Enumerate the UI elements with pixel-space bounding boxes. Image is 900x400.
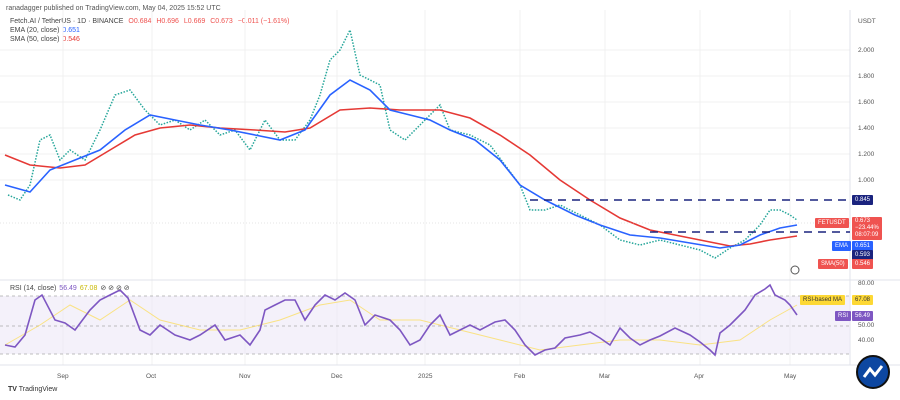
- time-tick: May: [784, 373, 797, 380]
- price-tick: 1.400: [858, 125, 875, 132]
- symbol-tag: FETUSDT: [815, 218, 849, 228]
- ema-line: [4, 79, 798, 249]
- time-tick: Feb: [514, 373, 526, 380]
- ema-legend: EMA (20, close) 0.651: [10, 27, 80, 34]
- price-series: [7, 27, 798, 259]
- price-tick: 1.200: [858, 151, 875, 158]
- rsi-line: [4, 283, 798, 357]
- time-tick: Dec: [331, 373, 343, 380]
- rsi-tag-label: RSI: [835, 311, 852, 321]
- rsi-tick: 50.00: [858, 322, 875, 329]
- watermark-logo-icon: [856, 355, 890, 389]
- support-tag: 0.593: [852, 250, 874, 260]
- resistance-tag: 0.845: [852, 195, 874, 205]
- price-tick: 1.600: [858, 99, 875, 106]
- rsi-tag-value: 56.49: [852, 311, 874, 321]
- publisher-line: ranadagger published on TradingView.com,…: [6, 5, 221, 12]
- eye-icon: [790, 265, 800, 275]
- time-tick: Apr: [694, 373, 705, 380]
- currency-label: USDT: [858, 18, 876, 25]
- sma-line: [4, 107, 798, 247]
- symbol-legend: Fetch.AI / TetherUS · 1D · BINANCE O0.68…: [10, 18, 290, 25]
- time-tick: Nov: [239, 373, 251, 380]
- sma-tag-label: SMA(50): [818, 259, 848, 269]
- price-tick: 2.000: [858, 47, 875, 54]
- time-tick: 2025: [418, 373, 433, 380]
- rsi-legend: RSI (14, close) 56.49 67.08 ⊘ ⊘ ⊘ ⊘: [10, 285, 130, 292]
- price-tick: 1.800: [858, 73, 875, 80]
- rsi-ma-tag-label: RSI-based MA: [800, 295, 846, 305]
- ema-tag-label: EMA: [832, 241, 852, 251]
- time-tick: Mar: [599, 373, 611, 380]
- sma-legend: SMA (50, close) 0.546: [10, 36, 80, 43]
- rsi-ma-tag-value: 67.08: [852, 295, 874, 305]
- last-price-tag: 0.673 −23.44% 08:07:09: [852, 217, 882, 240]
- sma-tag-value: 0.546: [852, 259, 874, 269]
- time-tick: Oct: [146, 373, 157, 380]
- time-tick: Sep: [57, 373, 69, 380]
- rsi-tick: 80.00: [858, 280, 875, 287]
- rsi-ma-line: [4, 299, 798, 351]
- ema-tag-value: 0.651: [852, 241, 874, 251]
- rsi-tick: 40.00: [858, 337, 875, 344]
- tradingview-logo: TV TradingView: [8, 386, 58, 393]
- price-tick: 1.000: [858, 177, 875, 184]
